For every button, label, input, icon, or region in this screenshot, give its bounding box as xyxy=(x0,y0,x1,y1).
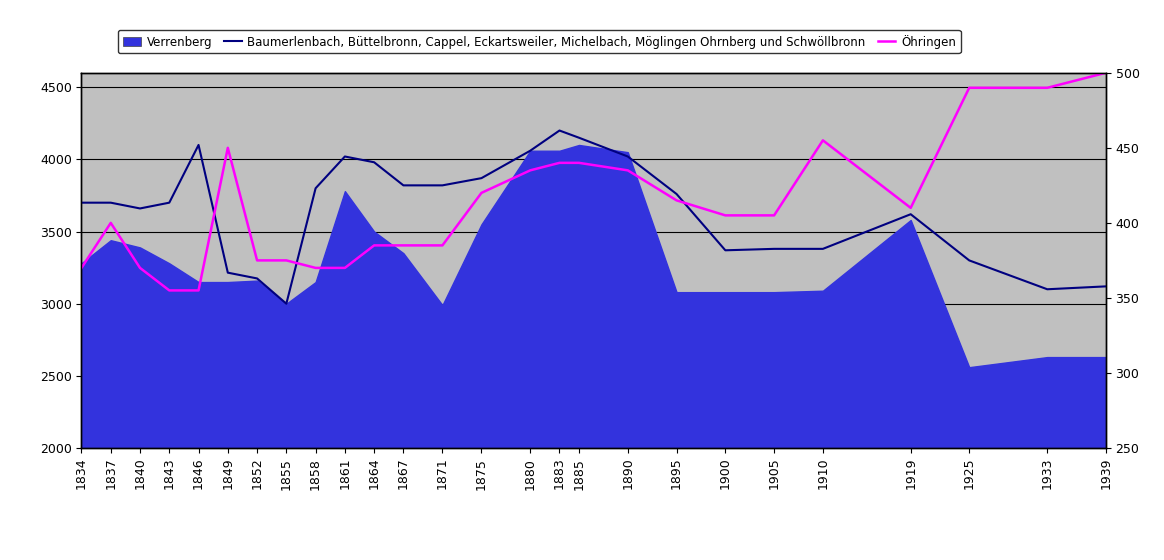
Legend: Verrenberg, Baumerlenbach, Büttelbronn, Cappel, Eckartsweiler, Michelbach, Mögli: Verrenberg, Baumerlenbach, Büttelbronn, … xyxy=(118,30,960,53)
